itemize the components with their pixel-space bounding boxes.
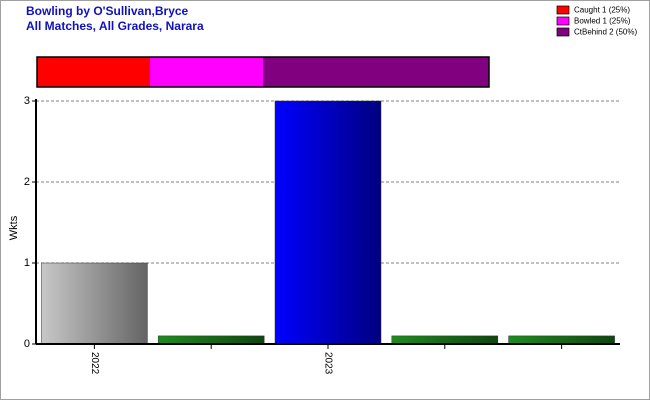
legend-swatch: [556, 16, 570, 26]
bar: [41, 262, 148, 345]
chart-title: Bowling by O'Sullivan,Bryce: [26, 4, 189, 18]
legend-label: Bowled 1 (25%): [574, 17, 631, 26]
bar: [157, 335, 265, 345]
legend-label: CtBehind 2 (50%): [574, 28, 637, 37]
legend-swatch: [556, 5, 570, 15]
legend-swatch: [556, 27, 570, 37]
x-tick-label: 2022: [89, 352, 100, 375]
proportion-segment: [263, 57, 489, 87]
y-tick-label: 2: [24, 176, 30, 188]
proportion-border: [36, 56, 490, 88]
chart-subtitle: All Matches, All Grades, Narara: [26, 19, 204, 33]
proportion-segment: [37, 57, 150, 87]
y-tick-label: 1: [24, 257, 30, 269]
bar: [274, 100, 382, 345]
bar: [508, 335, 615, 345]
y-tick-label: 0: [24, 338, 30, 350]
proportion-segment: [150, 57, 263, 87]
legend-label: Caught 1 (25%): [574, 6, 630, 15]
y-tick-label: 3: [24, 95, 30, 107]
y-axis-label: Wkts: [8, 215, 20, 240]
bar: [391, 335, 499, 345]
x-tick-label: 2023: [322, 352, 333, 375]
